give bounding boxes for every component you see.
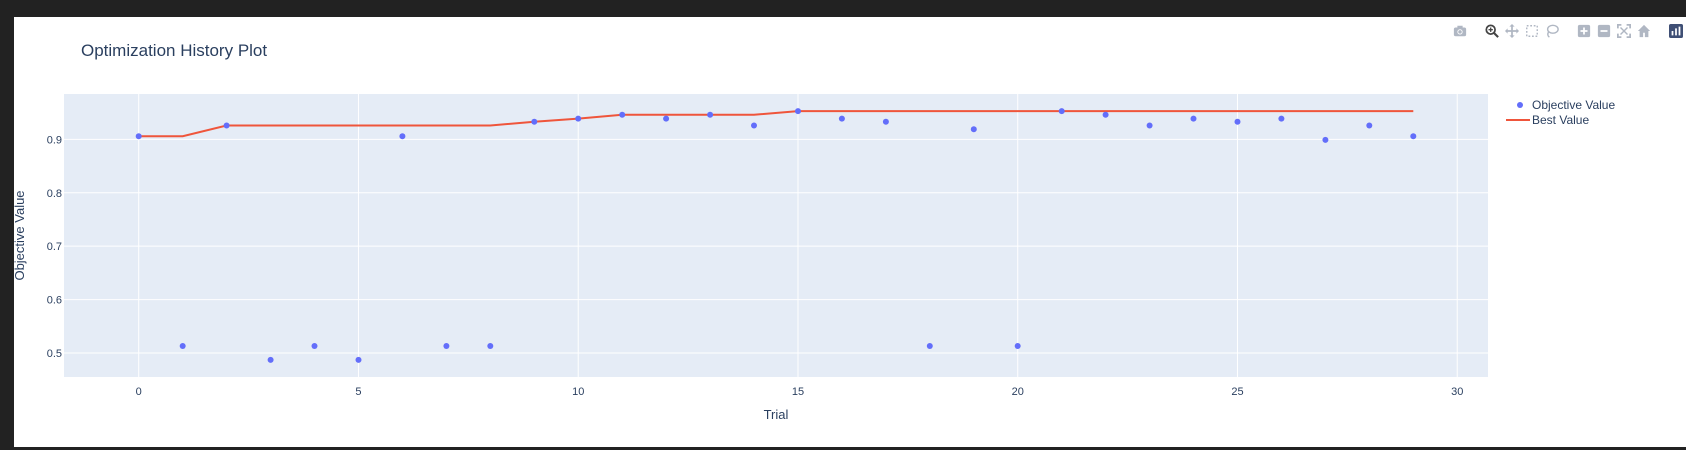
x-tick-label: 0 bbox=[136, 386, 142, 398]
objective-point[interactable] bbox=[707, 111, 714, 118]
lasso-select-icon[interactable] bbox=[1542, 21, 1562, 41]
legend[interactable]: Objective Value Best Value bbox=[1506, 98, 1615, 127]
objective-point[interactable] bbox=[1278, 115, 1285, 122]
objective-point[interactable] bbox=[663, 115, 670, 122]
objective-point[interactable] bbox=[443, 343, 450, 349]
zoom-in-icon[interactable] bbox=[1574, 21, 1594, 41]
pan-icon[interactable] bbox=[1502, 21, 1522, 41]
box-select-icon[interactable] bbox=[1522, 21, 1542, 41]
objective-point[interactable] bbox=[531, 118, 538, 125]
chart-title: Optimization History Plot bbox=[81, 41, 267, 60]
objective-point[interactable] bbox=[926, 343, 933, 349]
x-tick-label: 15 bbox=[792, 386, 804, 398]
objective-point[interactable] bbox=[751, 122, 757, 129]
chart-frame: Optimization History Plot 0 5 10 15 20 25 30 0.… bbox=[14, 17, 1686, 447]
plot-area[interactable] bbox=[64, 94, 1488, 377]
objective-value-series bbox=[135, 108, 1417, 363]
grid-layer bbox=[64, 94, 1488, 377]
legend-label-objective: Objective Value bbox=[1532, 98, 1615, 112]
objective-point[interactable] bbox=[1014, 343, 1021, 349]
legend-item-best[interactable]: Best Value bbox=[1506, 113, 1589, 127]
objective-point[interactable] bbox=[619, 111, 626, 118]
x-tick-label: 20 bbox=[1012, 386, 1024, 398]
objective-point[interactable] bbox=[970, 126, 977, 133]
autoscale-icon[interactable] bbox=[1614, 21, 1634, 41]
objective-point[interactable] bbox=[882, 118, 889, 125]
objective-point[interactable] bbox=[311, 343, 318, 349]
objective-point[interactable] bbox=[223, 122, 230, 129]
legend-marker-objective bbox=[1517, 102, 1523, 108]
y-tick-label: 0.6 bbox=[47, 295, 62, 307]
best-value-line[interactable] bbox=[138, 110, 1414, 138]
legend-item-objective[interactable]: Objective Value bbox=[1517, 98, 1615, 112]
x-tick-label: 25 bbox=[1231, 386, 1243, 398]
x-axis-title: Trial bbox=[764, 407, 789, 422]
objective-point[interactable] bbox=[355, 356, 362, 363]
y-axis-title: Objective Value bbox=[14, 190, 27, 280]
legend-label-best: Best Value bbox=[1532, 113, 1589, 127]
best-value-series bbox=[138, 110, 1414, 138]
objective-point[interactable] bbox=[838, 115, 845, 122]
y-tick-label: 0.8 bbox=[47, 188, 62, 200]
y-tick-label: 0.7 bbox=[47, 241, 62, 253]
zoom-icon[interactable] bbox=[1482, 21, 1502, 41]
tick-labels: 0 5 10 15 20 25 30 0.5 0.6 0.7 0.8 0.9 bbox=[47, 134, 1464, 398]
modebar bbox=[1450, 21, 1686, 41]
chart-svg: Optimization History Plot 0 5 10 15 20 25 30 0.… bbox=[14, 41, 1615, 422]
zoom-out-icon[interactable] bbox=[1594, 21, 1614, 41]
plotly-logo-icon[interactable] bbox=[1666, 21, 1686, 41]
objective-point[interactable] bbox=[487, 343, 494, 349]
objective-point[interactable] bbox=[1146, 122, 1153, 129]
x-tick-label: 5 bbox=[355, 386, 361, 398]
objective-point[interactable] bbox=[135, 133, 142, 140]
y-tick-label: 0.5 bbox=[47, 348, 62, 360]
objective-point[interactable] bbox=[1366, 122, 1373, 129]
reset-axes-icon[interactable] bbox=[1634, 21, 1654, 41]
x-tick-label: 10 bbox=[572, 386, 584, 398]
objective-point[interactable] bbox=[1410, 133, 1417, 140]
camera-icon[interactable] bbox=[1450, 21, 1470, 41]
y-tick-label: 0.9 bbox=[47, 134, 62, 146]
objective-point[interactable] bbox=[267, 356, 274, 363]
objective-point[interactable] bbox=[1190, 115, 1197, 122]
objective-point[interactable] bbox=[795, 108, 801, 115]
objective-point[interactable] bbox=[1102, 111, 1109, 118]
x-tick-label: 30 bbox=[1451, 386, 1463, 398]
objective-point[interactable] bbox=[179, 343, 186, 349]
objective-point[interactable] bbox=[399, 133, 406, 140]
objective-point[interactable] bbox=[1322, 136, 1329, 143]
objective-point[interactable] bbox=[1234, 118, 1241, 125]
objective-point[interactable] bbox=[575, 115, 582, 122]
objective-point[interactable] bbox=[1058, 108, 1065, 115]
